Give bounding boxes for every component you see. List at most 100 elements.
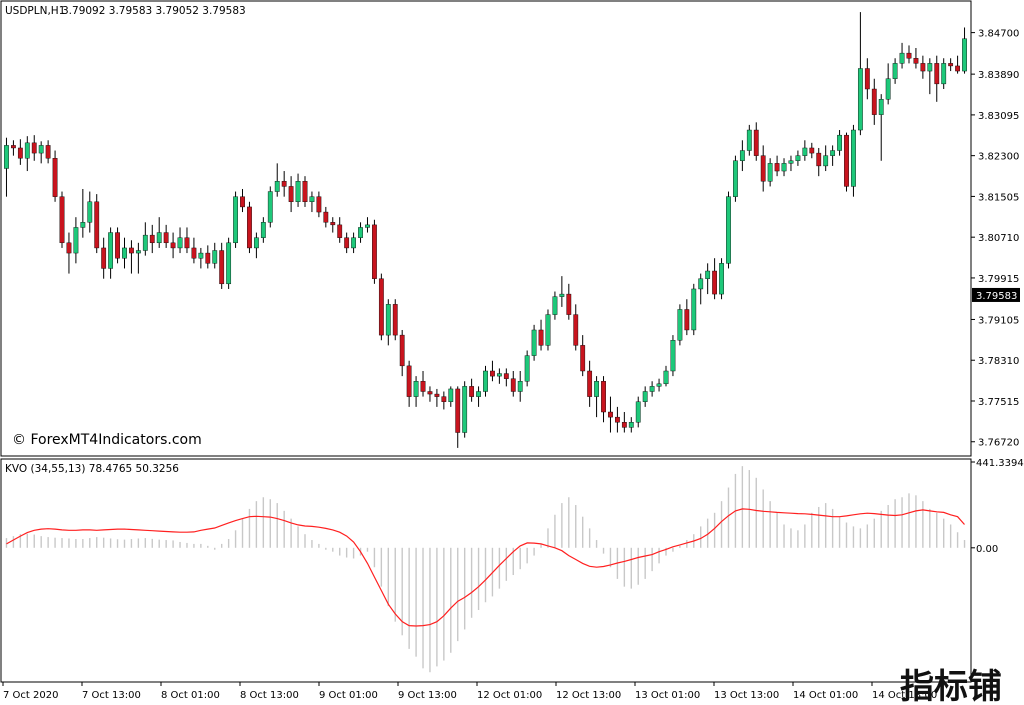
candle-body <box>649 386 655 392</box>
corner-logo: 指标铺 <box>900 667 1002 705</box>
candle-body <box>420 381 426 392</box>
indicator-title: KVO (34,55,13) 78.4765 50.3256 <box>5 463 179 475</box>
candle-body <box>677 309 683 341</box>
price-tick-label: 3.84700 <box>978 29 1019 40</box>
time-tick-label: 12 Oct 01:00 <box>477 690 542 701</box>
candle-body <box>490 370 495 377</box>
candle-body <box>830 150 836 156</box>
candle-body <box>608 411 613 418</box>
candle-body <box>552 296 558 315</box>
candle-body <box>11 145 16 149</box>
candle-body <box>726 196 731 264</box>
candle-body <box>309 196 315 203</box>
candle-body <box>851 129 856 187</box>
candle-body <box>59 196 65 244</box>
price-tick-label: 3.78310 <box>978 356 1019 367</box>
candle-body <box>17 147 23 159</box>
candle-body <box>372 224 377 279</box>
kvo-tick-label: 441.3394 <box>976 458 1024 469</box>
candle-body <box>45 145 51 159</box>
time-tick-label: 8 Oct 13:00 <box>240 690 299 701</box>
candle-body <box>87 201 93 223</box>
candle-body <box>913 58 919 64</box>
kvo-signal-path <box>6 508 965 627</box>
candle-body <box>566 293 572 315</box>
candle-body <box>635 401 641 423</box>
candle-body <box>899 52 905 64</box>
candle-body <box>538 329 544 346</box>
candle-body <box>365 224 370 228</box>
candle-body <box>122 247 127 259</box>
time-tick-label: 12 Oct 13:00 <box>556 690 621 701</box>
candle-body <box>760 155 766 182</box>
candle-body <box>580 345 586 372</box>
price-tick-label: 3.77515 <box>978 397 1019 408</box>
time-tick-label: 9 Oct 01:00 <box>319 690 378 701</box>
candle-body <box>142 234 148 251</box>
candle-body <box>601 381 606 413</box>
time-tick-label: 8 Oct 01:00 <box>161 690 220 701</box>
candle-body <box>156 232 162 244</box>
current-price-tag <box>972 287 1020 302</box>
candle-body <box>66 242 72 254</box>
candle-body <box>663 370 669 385</box>
candle-body <box>170 242 176 249</box>
price-tick-label: 3.82300 <box>978 152 1019 163</box>
candle-body <box>719 263 724 295</box>
kvo-axis: 441.3394 0.00 <box>971 458 1024 555</box>
time-axis: 7 Oct 2020 7 Oct 13:00 8 Oct 01:00 8 Oct 13… <box>2 682 937 701</box>
candle-body <box>753 129 759 156</box>
price-tick-label: 3.83890 <box>978 70 1019 81</box>
candle-body <box>733 160 738 197</box>
candle-body <box>496 373 502 377</box>
candle-body <box>101 247 107 269</box>
candle-body <box>337 224 343 238</box>
ohlc-values: 3.79092 3.79583 3.79052 3.79583 <box>62 5 246 17</box>
candle-body <box>587 370 593 397</box>
candle-body <box>483 370 488 392</box>
kvo-histogram <box>5 466 966 673</box>
candle-body <box>135 250 141 254</box>
candle-body <box>212 250 218 264</box>
price-tick-label: 3.83095 <box>978 111 1019 122</box>
candle-body <box>802 147 808 156</box>
candle-body <box>52 158 58 197</box>
candle-body <box>288 186 294 203</box>
candle-body <box>670 340 676 372</box>
candle-body <box>927 63 933 72</box>
time-tick-label: 13 Oct 01:00 <box>635 690 700 701</box>
candle-body <box>129 247 134 254</box>
candle-body <box>184 237 190 249</box>
candle-body <box>247 206 252 249</box>
candle-body <box>351 237 356 249</box>
candle-body <box>837 134 842 151</box>
candle-body <box>691 288 697 331</box>
candle-body <box>823 155 829 167</box>
candle-body <box>281 181 287 187</box>
candle-body <box>705 270 711 279</box>
time-tick-label: 9 Oct 13:00 <box>398 690 457 701</box>
candle-body <box>149 234 155 244</box>
candle-body <box>594 381 599 397</box>
candle-body <box>767 163 773 182</box>
candle-body <box>906 52 912 59</box>
candle-body <box>781 163 787 172</box>
indicator-panel-border <box>0 458 972 683</box>
candle-body <box>774 163 780 172</box>
candle-body <box>885 78 891 100</box>
candle-body <box>406 365 412 397</box>
candle-body <box>615 416 620 423</box>
kvo-tick-label: 0.00 <box>976 544 998 555</box>
candle-body <box>684 309 690 331</box>
candle-body <box>462 386 468 433</box>
candle-body <box>857 68 863 131</box>
price-panel-border <box>0 0 972 457</box>
candle-body <box>864 68 870 90</box>
candle-body <box>621 422 627 428</box>
candle-body <box>934 63 940 85</box>
candle-body <box>524 355 530 382</box>
candle-body <box>115 232 120 259</box>
candle-body <box>434 393 440 397</box>
